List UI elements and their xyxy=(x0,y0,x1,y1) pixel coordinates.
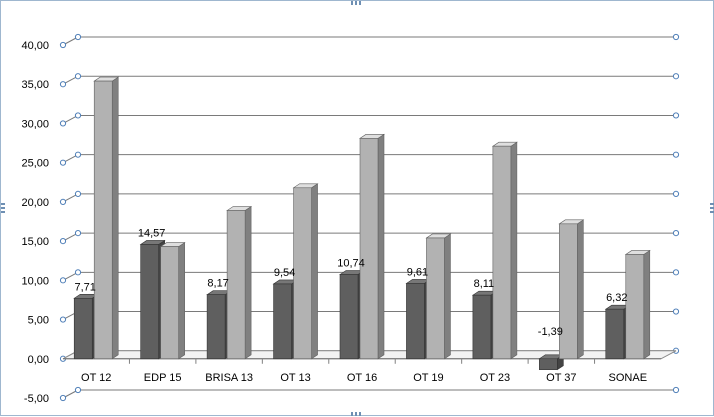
gridline-handle[interactable] xyxy=(672,73,680,80)
gridline-handle[interactable] xyxy=(672,151,680,158)
gridline-handle[interactable] xyxy=(59,238,67,245)
gridline-handle[interactable] xyxy=(74,386,82,394)
x-tick-label: OT 13 xyxy=(280,372,310,384)
gridline-handle[interactable] xyxy=(672,33,680,41)
gridline-handle[interactable] xyxy=(74,269,82,276)
data-label: 9,54 xyxy=(274,267,295,279)
bar-series2-side xyxy=(510,141,518,360)
bar-series1[interactable] xyxy=(206,294,226,360)
data-label: 7,71 xyxy=(75,281,96,293)
data-label: 9,61 xyxy=(407,266,428,278)
y-tick-label: 20,00 xyxy=(21,197,49,209)
gridline-handle[interactable] xyxy=(672,112,680,119)
gridline-handle[interactable] xyxy=(672,308,680,315)
gridline-handle[interactable] xyxy=(672,269,680,276)
resize-handle-top[interactable] xyxy=(351,1,363,5)
bar-series2-side xyxy=(311,183,318,360)
gridline-handle[interactable] xyxy=(74,190,82,197)
bar-series1[interactable] xyxy=(605,308,625,360)
bar-series2[interactable] xyxy=(559,223,578,360)
gridline-handle[interactable] xyxy=(59,198,67,205)
bar-series1[interactable] xyxy=(539,358,558,370)
y-tick-label: 35,00 xyxy=(21,79,49,91)
bar-series2-side xyxy=(244,205,252,360)
y-tick-label: 30,00 xyxy=(21,118,49,130)
data-label: 8,17 xyxy=(207,278,228,290)
bar-series1[interactable] xyxy=(472,294,492,360)
gridline-handle[interactable] xyxy=(74,73,82,80)
gridline-handle[interactable] xyxy=(74,33,82,41)
bar-series1[interactable] xyxy=(339,274,359,360)
bar-series2[interactable] xyxy=(426,237,445,360)
y-tick-label: 5,00 xyxy=(28,315,49,327)
gridline-handle[interactable] xyxy=(672,190,680,197)
gridline-handle[interactable] xyxy=(59,120,67,127)
bar-series2[interactable] xyxy=(359,138,379,360)
data-label: 8,11 xyxy=(474,278,495,290)
bar-series1[interactable] xyxy=(140,244,159,360)
bar-series2-side xyxy=(377,133,385,360)
gridline-handle[interactable] xyxy=(74,230,82,237)
bar-series2[interactable] xyxy=(226,210,246,360)
bar-series2-side xyxy=(178,242,185,360)
resize-handle-right[interactable] xyxy=(710,201,714,213)
gridline-handle[interactable] xyxy=(672,386,680,394)
gridline-handle[interactable] xyxy=(74,112,82,119)
bar-series1[interactable] xyxy=(73,297,93,360)
x-tick-label: OT 12 xyxy=(81,372,111,384)
bar-series2[interactable] xyxy=(160,246,179,360)
bar-series2[interactable] xyxy=(93,80,113,360)
data-label: 10,74 xyxy=(337,258,365,270)
resize-handle-bottom[interactable] xyxy=(351,412,363,416)
y-tick-label: 15,00 xyxy=(21,236,49,248)
bar-series2-side xyxy=(444,233,451,360)
gridline-handle[interactable] xyxy=(59,159,67,166)
x-tick-label: OT 16 xyxy=(347,372,377,384)
bar-series2-side xyxy=(577,219,584,360)
gridline-handle[interactable] xyxy=(59,316,67,323)
bar-series2-side xyxy=(111,76,119,360)
bar-series2-side xyxy=(643,249,651,360)
resize-handle-left[interactable] xyxy=(1,201,5,213)
y-tick-label: 40,00 xyxy=(21,40,49,52)
data-label: -1,39 xyxy=(538,326,563,338)
x-tick-label: SONAE xyxy=(609,372,648,384)
data-label: 14,57 xyxy=(138,227,166,239)
gridline-handle[interactable] xyxy=(59,277,67,284)
bar-series2[interactable] xyxy=(492,145,512,360)
y-tick-label: 25,00 xyxy=(21,158,49,170)
gridline-handle[interactable] xyxy=(59,394,67,402)
data-label: 6,32 xyxy=(606,292,627,304)
gridline-handle[interactable] xyxy=(74,151,82,158)
y-tick-label: 10,00 xyxy=(21,275,49,287)
x-tick-label: OT 23 xyxy=(480,372,510,384)
x-tick-label: OT 19 xyxy=(413,372,443,384)
y-tick-label: -5,00 xyxy=(24,393,49,405)
gridline-handle[interactable] xyxy=(672,230,680,237)
bar-series2[interactable] xyxy=(293,187,312,360)
x-tick-label: BRISA 13 xyxy=(205,372,253,384)
gridline-handle[interactable] xyxy=(59,41,67,49)
gridline-handle[interactable] xyxy=(59,81,67,88)
y-tick-label: 0,00 xyxy=(28,354,49,366)
x-tick-label: EDP 15 xyxy=(144,372,182,384)
x-tick-label: OT 37 xyxy=(546,372,576,384)
bar-series2[interactable] xyxy=(625,254,645,360)
bar-series1[interactable] xyxy=(273,283,292,360)
bar-series1[interactable] xyxy=(406,283,425,360)
